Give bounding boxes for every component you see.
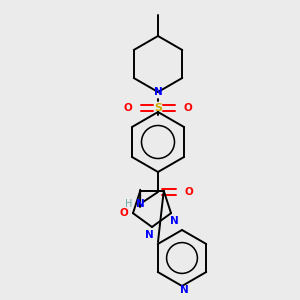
Text: O: O bbox=[184, 103, 192, 113]
Text: S: S bbox=[154, 103, 162, 113]
Text: O: O bbox=[124, 103, 132, 113]
Text: N: N bbox=[169, 216, 178, 226]
Text: O: O bbox=[120, 208, 128, 218]
Text: N: N bbox=[154, 87, 162, 97]
Text: O: O bbox=[184, 187, 194, 197]
Text: N: N bbox=[136, 199, 144, 209]
Text: N: N bbox=[145, 230, 153, 240]
Text: N: N bbox=[180, 285, 188, 295]
Text: H: H bbox=[125, 199, 133, 209]
